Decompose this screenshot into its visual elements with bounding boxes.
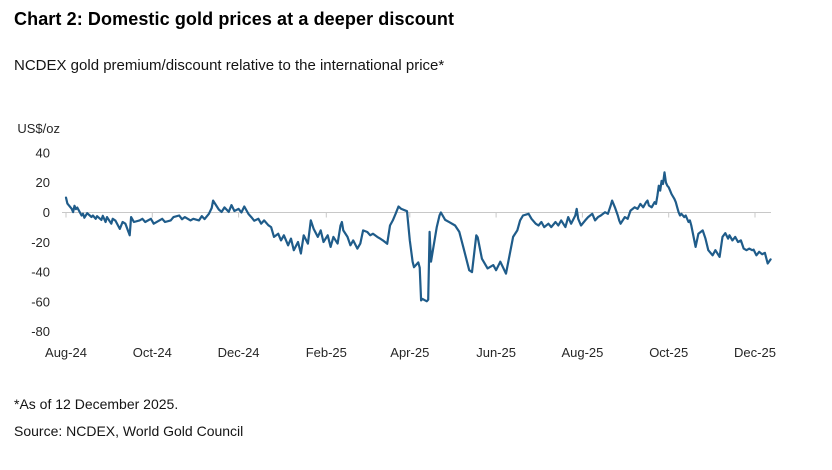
chart-subtitle: NCDEX gold premium/discount relative to … bbox=[14, 57, 445, 74]
x-tick-label: Aug-24 bbox=[45, 345, 87, 360]
x-tick-label: Feb-25 bbox=[306, 345, 347, 360]
x-tick-label: Jun-25 bbox=[476, 345, 516, 360]
x-tick-label: Oct-24 bbox=[133, 345, 172, 360]
y-tick-label: -60 bbox=[31, 294, 50, 309]
y-tick-label: -40 bbox=[31, 265, 50, 280]
chart-title: Chart 2: Domestic gold prices at a deepe… bbox=[14, 9, 455, 29]
y-tick-label: 20 bbox=[36, 175, 50, 190]
y-tick-label: -80 bbox=[31, 324, 50, 339]
y-tick-label: 0 bbox=[43, 205, 50, 220]
x-tick-label: Dec-25 bbox=[734, 345, 776, 360]
footnote-source: Source: NCDEX, World Gold Council bbox=[14, 423, 244, 439]
y-tick-label: -20 bbox=[31, 235, 50, 250]
x-tick-label: Apr-25 bbox=[390, 345, 429, 360]
footnote-asof: *As of 12 December 2025. bbox=[14, 396, 179, 412]
x-tick-label: Oct-25 bbox=[649, 345, 688, 360]
premium-discount-line bbox=[64, 171, 772, 303]
x-tick-label: Aug-25 bbox=[561, 345, 603, 360]
y-axis-unit-label: US$/oz bbox=[17, 121, 60, 136]
y-tick-label: 40 bbox=[36, 145, 50, 160]
x-tick-label: Dec-24 bbox=[218, 345, 260, 360]
